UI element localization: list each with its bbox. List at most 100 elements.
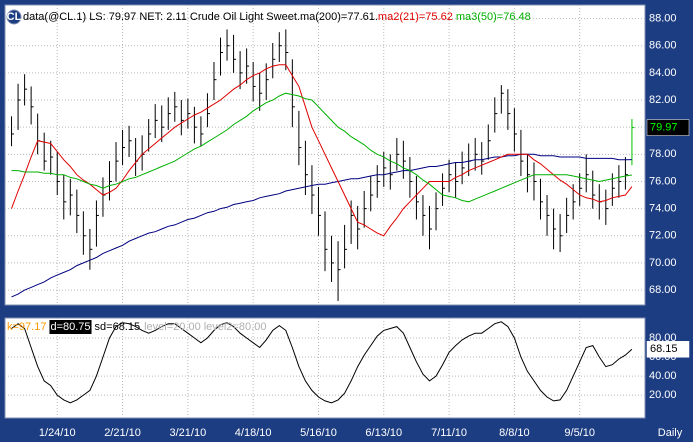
ohlc-bar [56, 151, 60, 196]
last-value-label: 68.15 [650, 343, 678, 355]
ohlc-bar [363, 190, 367, 228]
x-tick-label: 9/5/10 [564, 427, 595, 439]
ohlc-bar [324, 211, 328, 272]
ohlc-bar [389, 154, 393, 190]
ohlc-bar [624, 157, 628, 190]
ohlc-bar [559, 214, 563, 253]
ohlc-bar [187, 98, 191, 129]
ohlc-bar [95, 200, 99, 247]
y-tick-label: 68.00 [649, 284, 677, 296]
ohlc-bar [585, 154, 589, 193]
ohlc-bar [252, 62, 256, 102]
ohlc-bar [357, 205, 361, 250]
ohlc-bar [167, 97, 171, 130]
x-tick-label: 3/21/10 [170, 427, 207, 439]
legend-entry: ma2(21)=75.62 [378, 11, 453, 23]
symbol: CL [7, 11, 22, 23]
stochastic-panel [4, 317, 646, 419]
ohlc-bar [428, 205, 432, 250]
y-tick-label: 20.00 [649, 389, 677, 401]
grid [5, 5, 645, 418]
ohlc-bar [148, 119, 152, 152]
line [11, 153, 632, 298]
last-value-box [646, 341, 690, 358]
timeframe: Daily [658, 427, 683, 439]
legend-entry: sd=68.15 [95, 321, 141, 333]
x-tick-label: 5/16/10 [300, 427, 337, 439]
ohlc-bar [272, 43, 276, 79]
ohlc-bar [481, 142, 485, 175]
ohlc-bar [370, 176, 374, 212]
y-tick-label: 70.00 [649, 257, 677, 269]
ohlc-bar [285, 29, 289, 71]
ohlc-bar [415, 176, 419, 220]
ohlc-bar [76, 189, 80, 234]
x-tick-label: 4/18/10 [235, 427, 272, 439]
y-tick-label: 84.00 [649, 67, 677, 79]
ohlc-bar [461, 151, 465, 185]
labels: 68.00 70.00 72.00 74.00 76.00 78.00 80.00 82.00… [6, 9, 690, 439]
ohlc-bar [533, 162, 537, 201]
ohlc-bar [278, 32, 282, 63]
ohlc-bar [115, 142, 119, 182]
legend-entry: level=20.00 level2=80.00 [144, 321, 266, 333]
ohlc-bar [298, 110, 302, 166]
ohlc-bar [213, 62, 217, 101]
ohlc-bar [180, 100, 184, 136]
x-tick-label: 8/8/10 [499, 427, 530, 439]
y-tick-label: 86.00 [649, 40, 677, 52]
ohlc-bar [442, 173, 446, 206]
ohlc-bar [474, 138, 478, 171]
line [11, 321, 633, 404]
ohlc-bar [494, 97, 498, 133]
ohlc-bar [161, 105, 165, 143]
ohlc-bar [122, 129, 126, 166]
y-tick-label: 82.00 [649, 94, 677, 106]
y-tick-label: 76.00 [649, 175, 677, 187]
ohlc-bar [311, 165, 315, 215]
ohlc-bar [422, 195, 426, 236]
chart-title: data(@CL.1) LS: 79.97 NET: 2.11 Crude Oi… [23, 11, 297, 23]
ohlc-bar [233, 34, 237, 73]
y-tick-label: 40.00 [649, 370, 677, 382]
line [11, 92, 632, 203]
legend-entry: ma3(50)=76.48 [456, 11, 531, 23]
ohlc-bar [409, 157, 413, 198]
ohlc-bar [487, 124, 491, 160]
ohlc-bar [605, 189, 609, 225]
y-tick-label: 80.00 [649, 332, 677, 344]
ohlc-bar [239, 51, 243, 90]
ohlc-bar [540, 178, 544, 220]
ohlc-bar [259, 72, 263, 111]
ohlc-bar [376, 165, 380, 198]
ohlc-bar [317, 186, 321, 236]
legend-entry: .ma(200)=77.61. [297, 11, 378, 23]
ohlc-bar [337, 241, 341, 301]
ohlc-bar [246, 48, 250, 84]
ohlc-bar [11, 116, 15, 147]
ohlc-bar [82, 211, 86, 255]
line [11, 64, 633, 237]
x-tick-label: 1/24/10 [39, 427, 76, 439]
ohlc-bar [50, 140, 54, 175]
ohlc-bar [265, 63, 269, 101]
ohlc-bar [618, 165, 622, 198]
ohlc-bar [193, 106, 197, 144]
x-tick-label: 7/11/10 [431, 427, 467, 439]
ohlc-bar [89, 228, 93, 270]
last-value-box [646, 119, 690, 136]
legend-entry: k=97.17 [7, 321, 46, 333]
ohlc-bar [174, 91, 178, 122]
ohlc-bar [520, 129, 524, 177]
y-tick-label: 74.00 [649, 203, 677, 215]
ohlc-bar [154, 104, 158, 139]
ohlc-bar [448, 159, 452, 193]
ohlc-bar [24, 74, 28, 106]
ohlc-bar [513, 108, 517, 152]
ohlc-bar [206, 93, 210, 128]
ohlc-bar [30, 86, 34, 125]
ohlc-bar [546, 195, 550, 236]
ohlc-bar [220, 37, 224, 76]
ohlc-bar [402, 140, 406, 179]
